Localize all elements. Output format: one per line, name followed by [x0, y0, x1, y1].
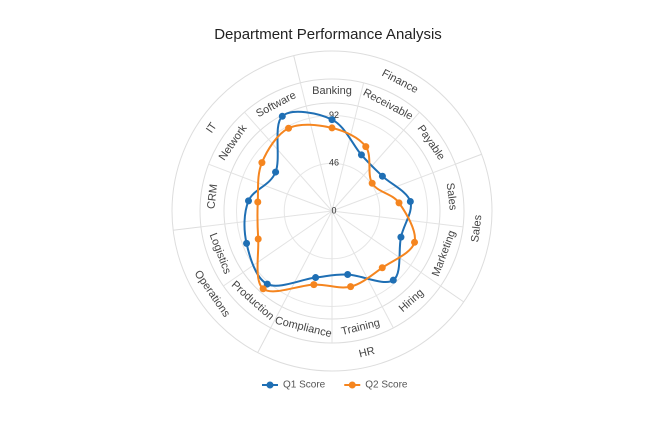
- category-label: CRM: [205, 183, 220, 209]
- ring: [171, 50, 493, 372]
- data-point: [258, 159, 266, 167]
- series-line: [243, 110, 412, 287]
- group-label: IT: [204, 120, 220, 135]
- data-point: [244, 197, 252, 205]
- data-point: [368, 179, 376, 187]
- spoke: [331, 210, 394, 329]
- data-point: [243, 239, 251, 247]
- data-point: [397, 233, 405, 241]
- data-point: [328, 124, 336, 132]
- category-label: Banking: [312, 85, 352, 97]
- data-point: [344, 271, 352, 279]
- spoke: [200, 210, 333, 228]
- group-label: Operations: [192, 268, 233, 320]
- data-point: [254, 198, 262, 206]
- y-tick-label: 92: [329, 110, 339, 120]
- data-point: [406, 197, 414, 205]
- category-label: Marketing: [430, 229, 458, 278]
- group-divider: [293, 55, 301, 83]
- data-point: [347, 283, 355, 291]
- spoke: [331, 82, 365, 212]
- data-point: [411, 238, 419, 246]
- group-label: HR: [358, 345, 376, 360]
- legend-marker: [348, 381, 356, 389]
- group-divider: [440, 285, 464, 303]
- data-point: [263, 280, 271, 288]
- data-point: [310, 281, 318, 289]
- data-point: [328, 116, 336, 124]
- chart-title: Department Performance Analysis: [214, 26, 442, 43]
- group-divider: [455, 153, 482, 165]
- category-label: Software: [254, 89, 298, 120]
- data-point: [378, 172, 386, 180]
- y-tick-label: 0: [331, 205, 336, 215]
- data-point: [254, 235, 262, 243]
- legend-label: Q2 Score: [365, 380, 408, 391]
- spoke: [331, 111, 420, 212]
- legend-marker: [266, 381, 274, 389]
- category-label: Hiring: [397, 287, 426, 315]
- spoke: [208, 163, 333, 212]
- data-point: [259, 285, 267, 293]
- spoke: [331, 210, 441, 287]
- spoke: [299, 82, 333, 212]
- data-point: [378, 264, 386, 272]
- spoke: [244, 111, 333, 212]
- data-point: [278, 112, 286, 120]
- y-tick-label: 46: [329, 158, 339, 168]
- data-point: [272, 168, 280, 176]
- data-point: [362, 143, 370, 151]
- data-point: [285, 124, 293, 132]
- category-label: Logistics: [207, 231, 234, 276]
- category-label: Training: [340, 317, 381, 338]
- group-label: Sales: [469, 214, 484, 243]
- data-point: [357, 151, 365, 159]
- category-label: Network: [217, 122, 250, 162]
- spoke: [223, 210, 333, 287]
- group-divider: [173, 226, 202, 231]
- data-point: [312, 274, 320, 282]
- spoke: [331, 163, 456, 212]
- spoke: [270, 210, 333, 329]
- data-point: [389, 276, 397, 284]
- category-label: Payable: [415, 123, 447, 163]
- category-label: Sales: [444, 182, 459, 211]
- group-divider: [257, 327, 272, 353]
- group-label: Finance: [380, 67, 420, 96]
- spoke: [331, 210, 464, 228]
- legend-label: Q1 Score: [283, 380, 326, 391]
- data-point: [395, 199, 403, 207]
- category-label: Receivable: [361, 87, 415, 123]
